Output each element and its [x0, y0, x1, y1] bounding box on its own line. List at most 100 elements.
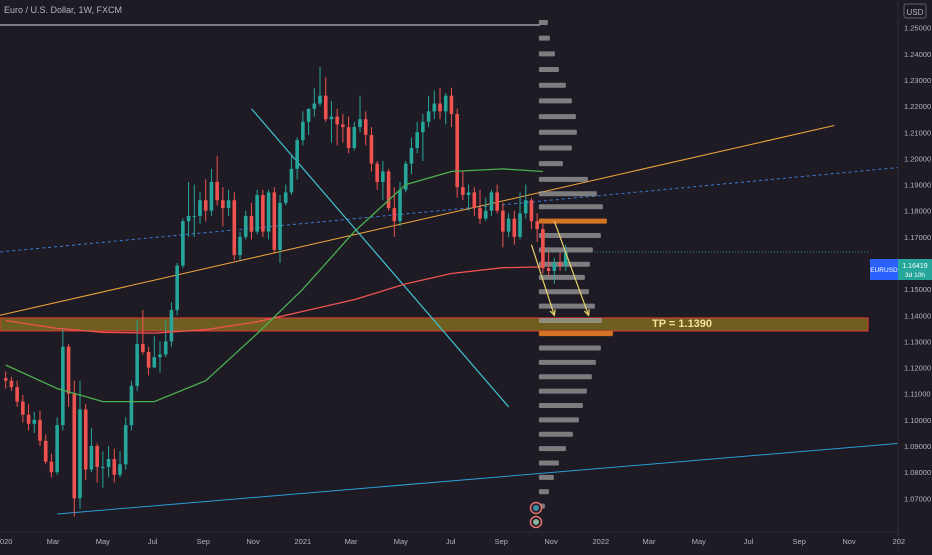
candle-body[interactable]: [106, 459, 111, 467]
candle-body[interactable]: [403, 163, 408, 190]
candle-body[interactable]: [529, 200, 534, 222]
candle-body[interactable]: [15, 387, 19, 402]
candle-body[interactable]: [152, 357, 157, 368]
event-markers[interactable]: [529, 501, 543, 529]
candle-body[interactable]: [358, 119, 362, 128]
candle-body[interactable]: [43, 440, 48, 462]
candle-body[interactable]: [518, 213, 522, 237]
projection-arrow-line[interactable]: [530, 244, 555, 316]
candle-body[interactable]: [129, 385, 134, 426]
candle-body[interactable]: [478, 208, 482, 219]
lower-blue-trendline[interactable]: [57, 442, 899, 515]
candle-body[interactable]: [181, 221, 185, 266]
candle-body[interactable]: [563, 252, 568, 266]
candle-body[interactable]: [552, 263, 557, 271]
candle-body[interactable]: [369, 134, 374, 164]
candle-body[interactable]: [386, 171, 391, 209]
candle-body[interactable]: [38, 419, 42, 441]
projection-arrow-line[interactable]: [553, 220, 590, 316]
candle-body[interactable]: [301, 121, 305, 141]
candle-body[interactable]: [135, 344, 139, 386]
candle-body[interactable]: [192, 215, 197, 217]
candle-body[interactable]: [535, 221, 539, 230]
candle-body[interactable]: [329, 116, 334, 120]
candle-body[interactable]: [32, 419, 37, 424]
candle-body[interactable]: [112, 459, 117, 475]
candle-body[interactable]: [272, 192, 277, 250]
candle-body[interactable]: [352, 127, 357, 148]
candle-body[interactable]: [438, 103, 442, 112]
dashed-trendline[interactable]: [0, 167, 899, 253]
candle-body[interactable]: [443, 95, 448, 112]
candle-body[interactable]: [392, 208, 397, 222]
candle-body[interactable]: [466, 192, 471, 196]
candle-body[interactable]: [495, 192, 499, 211]
cyan-trendline[interactable]: [250, 108, 510, 408]
candle-body[interactable]: [266, 192, 271, 232]
candle-body[interactable]: [9, 380, 14, 388]
candle-body[interactable]: [21, 401, 25, 415]
candle-body[interactable]: [409, 147, 414, 164]
candle-body[interactable]: [318, 95, 322, 104]
candle-body[interactable]: [523, 200, 528, 214]
candle-body[interactable]: [209, 181, 214, 211]
candle-body[interactable]: [89, 446, 94, 470]
candle-body[interactable]: [158, 354, 162, 358]
candle-body[interactable]: [66, 346, 71, 394]
candle-body[interactable]: [363, 119, 368, 135]
candle-body[interactable]: [455, 113, 459, 188]
candle-body[interactable]: [249, 215, 254, 232]
candle-body[interactable]: [123, 425, 128, 465]
candle-body[interactable]: [506, 218, 511, 232]
candle-body[interactable]: [398, 189, 402, 222]
candle-body[interactable]: [61, 346, 65, 426]
candle-body[interactable]: [432, 103, 437, 112]
candle-body[interactable]: [278, 202, 282, 250]
candle-body[interactable]: [546, 268, 551, 271]
candle-body[interactable]: [26, 414, 31, 424]
candle-body[interactable]: [483, 210, 488, 219]
candle-body[interactable]: [101, 466, 105, 468]
candle-body[interactable]: [72, 393, 77, 499]
candle-body[interactable]: [83, 409, 88, 470]
candle-body[interactable]: [283, 192, 288, 203]
candle-body[interactable]: [232, 200, 237, 256]
candle-body[interactable]: [118, 464, 122, 475]
candle-body[interactable]: [341, 124, 345, 128]
time-axis[interactable]: 2020 Mar May Jul Sep Nov 2021 Mar May Jul Sep Nov 20…: [0, 531, 905, 546]
candle-body[interactable]: [186, 215, 191, 222]
candle-body[interactable]: [558, 263, 562, 266]
candle-body[interactable]: [141, 344, 145, 352]
candle-body[interactable]: [295, 140, 299, 169]
candle-body[interactable]: [238, 236, 242, 256]
orange-trendline[interactable]: [0, 124, 835, 316]
candle-body[interactable]: [169, 310, 174, 342]
candle-body[interactable]: [243, 215, 248, 237]
candle-body[interactable]: [289, 168, 294, 193]
candle-body[interactable]: [175, 265, 179, 311]
candle-body[interactable]: [381, 171, 385, 182]
candle-body[interactable]: [512, 218, 517, 237]
candle-body[interactable]: [346, 127, 351, 148]
candle-body[interactable]: [3, 378, 8, 381]
candle-body[interactable]: [226, 200, 231, 209]
candle-body[interactable]: [78, 409, 82, 499]
candle-body[interactable]: [335, 116, 339, 125]
candle-body[interactable]: [306, 108, 311, 122]
currency-unit-box[interactable]: [903, 3, 927, 19]
candle-body[interactable]: [541, 229, 545, 269]
candle-body[interactable]: [146, 351, 151, 368]
candle-body[interactable]: [163, 341, 168, 355]
candle-body[interactable]: [198, 200, 202, 216]
candle-body[interactable]: [312, 103, 317, 109]
candle-body[interactable]: [55, 425, 59, 473]
candle-body[interactable]: [501, 210, 505, 232]
price-axis[interactable]: USD 1.25000 1.24000 1.23000 1.22000 1.21000 1…: [897, 0, 931, 550]
candle-body[interactable]: [426, 111, 431, 122]
candle-body[interactable]: [461, 187, 465, 196]
candle-body[interactable]: [203, 200, 208, 211]
candle-body[interactable]: [261, 195, 265, 232]
candle-body[interactable]: [375, 163, 379, 182]
candle-body[interactable]: [215, 181, 219, 201]
